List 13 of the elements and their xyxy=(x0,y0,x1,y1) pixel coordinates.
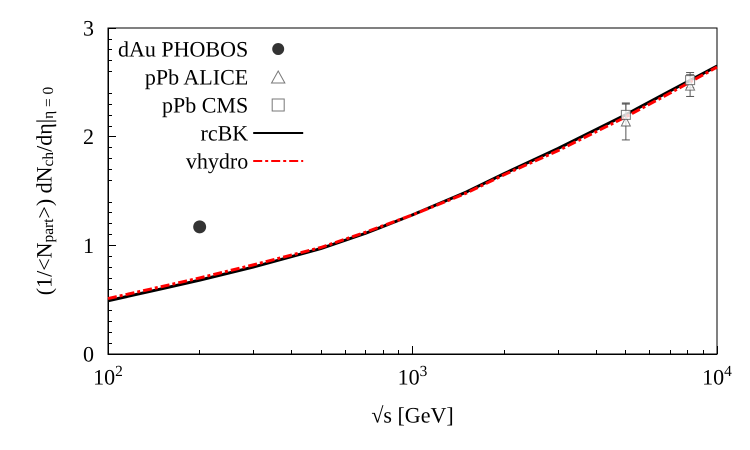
y-tick-label: 3 xyxy=(83,16,94,40)
y-tick-label: 0 xyxy=(83,342,94,366)
legend-label: vhydro xyxy=(186,148,248,174)
y-axis-title: (1/<Npart>) dNch/dη|η = 0 xyxy=(32,86,57,296)
y-tick-label: 2 xyxy=(83,124,94,150)
legend-label: dAu PHOBOS xyxy=(118,36,248,62)
x-axis-title: √s [GeV] xyxy=(371,402,454,428)
legend-label: rcBK xyxy=(200,120,248,146)
y-tick-label: 1 xyxy=(83,232,94,258)
point xyxy=(685,75,696,86)
legend-label: pPb CMS xyxy=(162,92,248,118)
legend-label: pPb ALICE xyxy=(144,64,248,90)
point xyxy=(620,110,631,120)
